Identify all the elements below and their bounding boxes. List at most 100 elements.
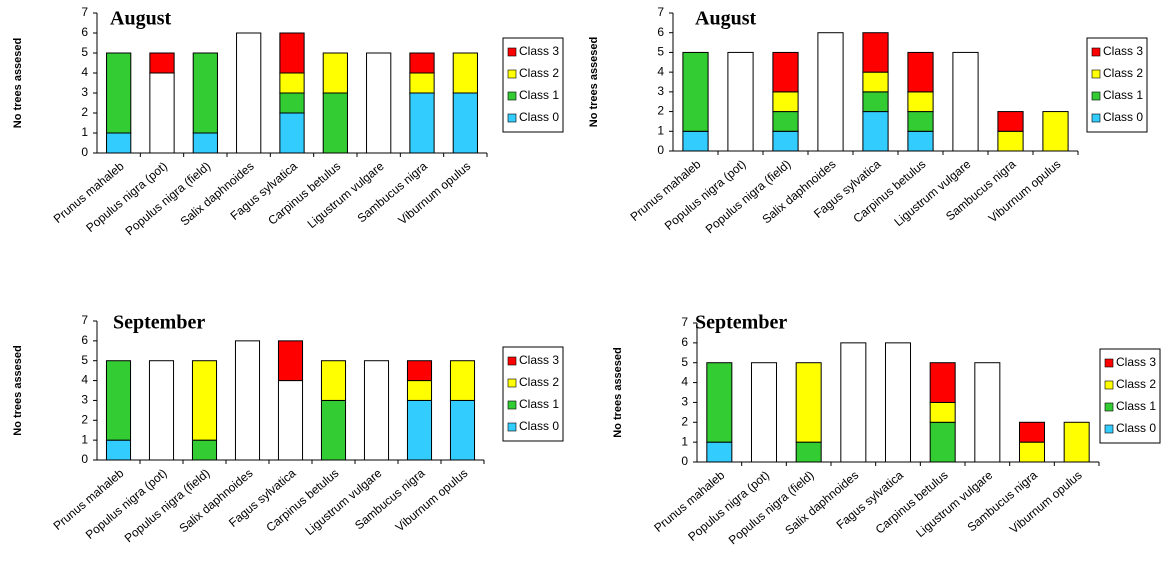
bar-segment bbox=[149, 52, 175, 74]
bar-segment bbox=[840, 342, 867, 463]
bar-segment bbox=[862, 91, 889, 113]
legend-swatch bbox=[507, 356, 517, 366]
y-tick-label: 3 bbox=[657, 84, 664, 98]
legend-label: Class 2 bbox=[1103, 66, 1143, 80]
legend-label: Class 0 bbox=[1116, 421, 1156, 435]
bar-segment bbox=[772, 130, 799, 152]
legend-label: Class 2 bbox=[519, 375, 559, 389]
bar-segment bbox=[772, 51, 799, 93]
chart-title: September bbox=[695, 312, 787, 334]
bar-segment bbox=[406, 399, 433, 461]
legend-label: Class 1 bbox=[1103, 88, 1143, 102]
y-axis-label: No trees assesed bbox=[12, 345, 24, 436]
legend-swatch bbox=[507, 91, 517, 101]
y-tick-label: 7 bbox=[81, 313, 88, 327]
bar-segment bbox=[907, 130, 934, 152]
bar-segment bbox=[997, 111, 1024, 132]
bar-segment bbox=[279, 72, 305, 94]
bar-segment bbox=[279, 32, 305, 74]
legend-swatch bbox=[1091, 91, 1101, 101]
bar-segment bbox=[449, 399, 476, 461]
y-tick-label: 5 bbox=[681, 355, 688, 369]
bar-segment bbox=[997, 130, 1024, 152]
bar-segment bbox=[706, 362, 733, 443]
x-tick-label: Populus nigra (pot) bbox=[685, 468, 772, 544]
x-tick-label: Populus nigra (field) bbox=[703, 157, 794, 236]
bar-segment bbox=[862, 71, 889, 93]
bar-segment bbox=[907, 51, 934, 93]
bar-segment bbox=[277, 380, 304, 461]
y-tick-label: 2 bbox=[81, 105, 88, 119]
bar-segment bbox=[929, 401, 956, 423]
y-tick-label: 6 bbox=[81, 25, 88, 39]
y-tick-label: 5 bbox=[81, 353, 88, 367]
bar-segment bbox=[148, 360, 175, 461]
y-tick-label: 7 bbox=[681, 315, 688, 329]
bar-segment bbox=[106, 132, 132, 154]
bar-segment bbox=[409, 52, 435, 74]
bar-segment bbox=[682, 51, 709, 132]
y-tick-label: 7 bbox=[81, 5, 88, 19]
x-tick-label: Viburnum opulus bbox=[395, 159, 473, 227]
legend-swatch bbox=[1104, 402, 1114, 412]
legend-swatch bbox=[507, 378, 517, 388]
bar-segment bbox=[795, 441, 822, 463]
legend-label: Class 3 bbox=[1116, 355, 1156, 369]
y-tick-label: 5 bbox=[81, 45, 88, 59]
legend-label: Class 3 bbox=[519, 44, 559, 58]
bar-segment bbox=[452, 52, 478, 94]
legend-swatch bbox=[507, 113, 517, 123]
chart: September No trees assesed 0 1 2 3 4 5 6 7 Prunus … bbox=[12, 312, 564, 545]
y-tick-label: 0 bbox=[81, 452, 88, 466]
legend-swatch bbox=[507, 422, 517, 432]
y-tick-label: 0 bbox=[657, 143, 664, 157]
bar-segment bbox=[149, 72, 175, 154]
x-tick-label: Populus nigra (pot) bbox=[662, 157, 749, 233]
y-tick-label: 1 bbox=[81, 125, 88, 139]
bar-segment bbox=[366, 52, 392, 154]
bar-segment bbox=[750, 362, 778, 463]
y-tick-label: 6 bbox=[81, 333, 88, 347]
legend-swatch bbox=[1104, 380, 1114, 390]
chart-title: September bbox=[113, 312, 205, 334]
legend-swatch bbox=[507, 400, 517, 410]
y-tick-label: 3 bbox=[81, 85, 88, 99]
bar-segment bbox=[191, 360, 218, 441]
bar-segment bbox=[320, 360, 347, 401]
chart-title: August bbox=[110, 8, 171, 30]
bar-segment bbox=[279, 92, 305, 114]
bar-segment bbox=[277, 340, 304, 382]
y-tick-label: 0 bbox=[81, 145, 88, 159]
bar-segment bbox=[862, 111, 889, 152]
legend-label: Class 3 bbox=[519, 353, 559, 367]
legend-label: Class 2 bbox=[519, 66, 559, 80]
x-tick-label: Carpinus betulus bbox=[263, 466, 341, 535]
legend-swatch bbox=[1091, 113, 1101, 123]
y-tick-label: 4 bbox=[81, 373, 88, 387]
y-tick-label: 7 bbox=[657, 5, 664, 19]
legend-swatch bbox=[1091, 69, 1101, 79]
bar-segment bbox=[409, 92, 435, 154]
legend-swatch bbox=[1104, 358, 1114, 368]
x-tick-label: Ligustrum vulgare bbox=[305, 159, 387, 231]
bar-segment bbox=[449, 360, 476, 401]
x-tick-label: Viburnum opulus bbox=[393, 466, 471, 534]
bar-segment bbox=[907, 111, 934, 132]
y-tick-label: 3 bbox=[81, 393, 88, 407]
y-tick-label: 3 bbox=[681, 395, 688, 409]
bar-segment bbox=[1042, 111, 1069, 152]
bar-segment bbox=[106, 52, 132, 134]
bar-segment bbox=[795, 362, 822, 443]
bar-segment bbox=[952, 51, 979, 152]
bar-segment bbox=[974, 362, 1001, 463]
x-tick-label: Carpinus betulus bbox=[265, 159, 343, 228]
y-tick-label: 4 bbox=[81, 65, 88, 79]
bar-segment bbox=[105, 360, 132, 441]
legend-label: Class 1 bbox=[519, 88, 559, 102]
bar-segment bbox=[406, 380, 433, 401]
legend-label: Class 1 bbox=[519, 397, 559, 411]
x-tick-label: Prunus mahaleb bbox=[51, 159, 127, 226]
bar-segment bbox=[322, 92, 348, 154]
bar-segment bbox=[706, 441, 733, 463]
